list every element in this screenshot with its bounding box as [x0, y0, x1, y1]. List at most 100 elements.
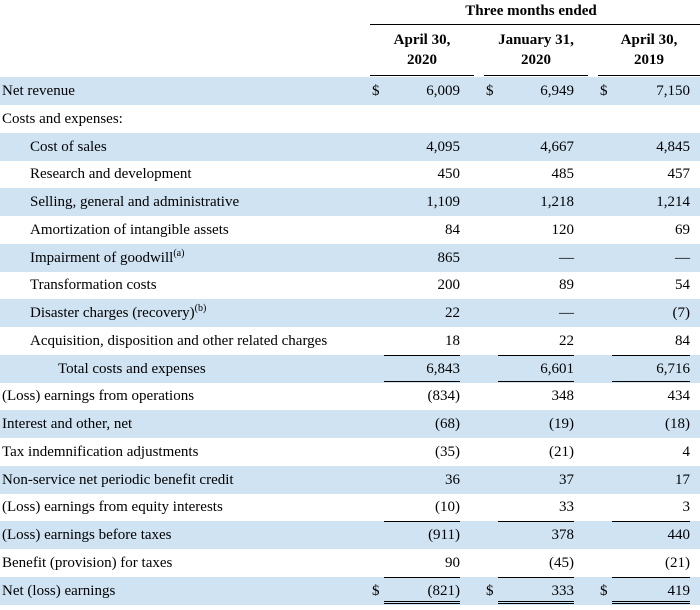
row-label: Selling, general and administrative — [30, 188, 354, 216]
value-cell: (35) — [435, 443, 460, 460]
value-cell: 22 — [559, 332, 574, 349]
row-label-text: Impairment of goodwill — [30, 249, 174, 266]
value-cell: 865 — [437, 249, 461, 266]
value-cell: (68) — [435, 416, 460, 432]
value-cell: (45) — [549, 554, 574, 571]
row-label-text: Net revenue — [2, 83, 75, 99]
value-cell: 90 — [445, 554, 460, 571]
row-label-text: Total costs and expenses — [58, 360, 206, 377]
footnote-marker: (a) — [173, 247, 185, 259]
value-cell: 37 — [559, 471, 574, 488]
column-header-underline — [370, 75, 474, 76]
period-title: Three months ended — [465, 3, 597, 19]
row-label: Net revenue — [2, 77, 354, 105]
table-row: Selling, general and administrative 1,109… — [0, 188, 700, 216]
row-label: Disaster charges (recovery)(b) — [30, 299, 354, 327]
table-row: Impairment of goodwill(a) 865 — — — [0, 243, 700, 272]
value-cell: 120 — [551, 221, 575, 238]
table-row: Amortization of intangible assets 84 120 69 — [0, 216, 700, 244]
table-row: (Loss) earnings from operations (834) 348 4… — [0, 382, 700, 410]
row-label: Research and development — [30, 160, 354, 188]
column-header-underline — [484, 75, 588, 76]
currency-symbol: $ — [600, 582, 608, 599]
row-label: (Loss) earnings before taxes — [2, 521, 354, 549]
value-cell: 6,949 — [540, 83, 574, 99]
single-rule — [498, 354, 574, 356]
row-label-text: (Loss) earnings from operations — [2, 388, 195, 405]
row-label-text: Cost of sales — [30, 138, 107, 155]
value-cell: 6,716 — [656, 360, 690, 377]
table-row: Disaster charges (recovery)(b) 22 — (7) — [0, 299, 700, 327]
single-rule — [384, 381, 460, 383]
value-cell: 1,109 — [426, 194, 460, 210]
column-header-underline — [598, 75, 700, 76]
value-cell: 4,095 — [426, 138, 460, 155]
value-cell: (821) — [427, 582, 461, 599]
value-cell: 6,843 — [426, 360, 460, 377]
value-cell: (18) — [665, 416, 690, 432]
value-cell: (911) — [428, 527, 460, 543]
table-row: Acquisition, disposition and other relat… — [0, 327, 700, 355]
value-cell: 450 — [437, 166, 461, 183]
value-cell: 485 — [551, 166, 575, 183]
currency-symbol: $ — [486, 582, 494, 599]
value-cell: (10) — [435, 499, 460, 516]
value-cell: 89 — [559, 277, 574, 294]
value-cell: 1,218 — [540, 194, 574, 210]
row-label: Benefit (provision) for taxes — [2, 549, 354, 577]
row-label: Acquisition, disposition and other relat… — [30, 327, 354, 355]
table-row: Tax indemnification adjustments (35) (21) 4 — [0, 438, 700, 466]
value-cell: (7) — [672, 305, 691, 321]
value-cell: (19) — [549, 416, 574, 432]
row-label-text: Disaster charges (recovery) — [30, 305, 195, 321]
row-label: Impairment of goodwill(a) — [30, 244, 354, 272]
row-label: (Loss) earnings from equity interests — [2, 493, 354, 521]
value-cell: — — [675, 249, 690, 266]
value-cell: 84 — [675, 332, 690, 349]
value-cell: (21) — [549, 443, 574, 460]
double-rule — [384, 601, 460, 605]
single-rule — [612, 521, 690, 522]
table-row: Cost of sales 4,095 4,667 4,845 — [0, 132, 700, 161]
row-label: Costs and expenses: — [2, 105, 354, 133]
double-rule — [612, 601, 690, 605]
period-title-underline — [370, 24, 700, 25]
value-cell: (834) — [427, 388, 461, 405]
column-header-line1: April 30, — [393, 32, 451, 48]
value-cell: 440 — [667, 527, 691, 543]
column-header-line1: January 31, — [498, 32, 574, 48]
column-header-apr-2020: April 30, 2020 — [370, 30, 474, 74]
column-header-apr-2019: April 30, 2019 — [598, 30, 700, 74]
row-label-text: Interest and other, net — [2, 416, 133, 432]
column-header-jan-2020: January 31, 2020 — [484, 30, 588, 74]
value-cell: 434 — [667, 388, 691, 405]
single-rule — [612, 381, 690, 383]
value-cell: 17 — [675, 471, 690, 488]
value-cell — [610, 105, 690, 133]
value-cell — [380, 105, 460, 133]
row-label-text: Research and development — [30, 166, 192, 183]
row-label-text: Amortization of intangible assets — [30, 221, 229, 238]
single-rule — [498, 521, 574, 522]
value-cell: 3 — [682, 499, 691, 516]
single-rule — [384, 576, 460, 578]
footnote-marker: (b) — [194, 303, 207, 314]
column-header-line1: April 30, — [620, 32, 678, 48]
single-rule — [384, 521, 460, 522]
table-row: Benefit (provision) for taxes 90 (45) (21) — [0, 549, 700, 577]
table-row: Total costs and expenses 6,843 6,601 6,716 — [0, 354, 700, 383]
value-cell: 4 — [682, 443, 691, 460]
row-label: Total costs and expenses — [58, 355, 354, 383]
row-label: Net (loss) earnings — [2, 577, 354, 605]
value-cell: 22 — [445, 305, 460, 321]
column-header-line2: 2020 — [521, 52, 551, 68]
value-cell: 348 — [551, 388, 575, 405]
table-row: (Loss) earnings from equity interests (10… — [0, 493, 700, 521]
double-rule — [498, 601, 574, 605]
row-label: (Loss) earnings from operations — [2, 382, 354, 410]
table-row: Interest and other, net (68) (19) (18) — [0, 410, 700, 438]
row-label: Tax indemnification adjustments — [2, 438, 354, 466]
value-cell: 33 — [559, 499, 574, 516]
row-label-text: (Loss) earnings from equity interests — [2, 499, 223, 516]
currency-symbol: $ — [486, 83, 494, 99]
